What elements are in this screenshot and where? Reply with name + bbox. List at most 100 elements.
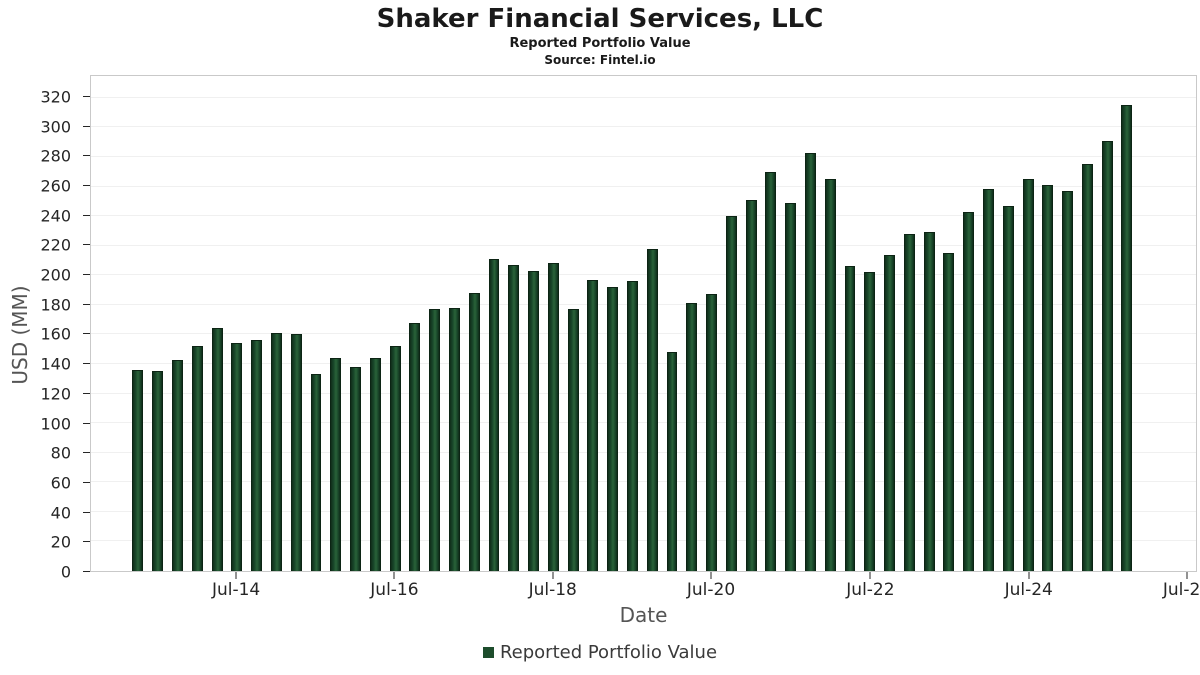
- bar: [290, 334, 302, 571]
- y-tick-label: 80: [50, 443, 71, 463]
- x-tick-labels: Jul-14 Jul-16 Jul-18 Jul-20 Jul-22 Jul-24 Jul-…: [90, 580, 1200, 602]
- y-tick-mark: [83, 303, 90, 305]
- gridline: [91, 96, 1196, 98]
- x-tick-mark: [710, 572, 712, 579]
- x-tick-mark: [393, 572, 395, 579]
- bar: [448, 307, 460, 571]
- bar: [1022, 179, 1034, 571]
- y-tick-mark: [83, 422, 90, 424]
- bar: [646, 248, 658, 571]
- y-tick-mark: [83, 363, 90, 365]
- x-tick-label: Jul-18: [528, 580, 577, 600]
- bar: [172, 359, 183, 571]
- x-tick-mark: [235, 572, 237, 579]
- gridline: [91, 215, 1196, 217]
- y-tick-label: 240: [40, 206, 71, 226]
- bar: [1062, 190, 1074, 571]
- legend: Reported Portfolio Value: [0, 642, 1200, 663]
- y-tick-mark: [83, 392, 90, 394]
- bar: [666, 352, 678, 571]
- y-tick-label: 60: [50, 473, 71, 493]
- bar: [785, 202, 797, 571]
- y-tick-label: 200: [40, 265, 71, 285]
- gridline: [91, 303, 1196, 305]
- bar: [765, 171, 777, 571]
- bar: [389, 346, 401, 571]
- y-tick-label: 160: [40, 324, 71, 344]
- bar: [310, 374, 322, 571]
- bar: [547, 263, 559, 571]
- x-tick-mark: [1186, 572, 1188, 579]
- bar: [270, 332, 282, 571]
- chart-source: Source: Fintel.io: [544, 53, 656, 67]
- y-tick-mark: [83, 155, 90, 157]
- gridline: [91, 422, 1196, 424]
- y-tick-mark: [83, 481, 90, 483]
- chart-title: Shaker Financial Services, LLC: [376, 4, 824, 34]
- bar: [251, 340, 263, 571]
- x-axis-label: Date: [619, 603, 668, 627]
- gridline: [91, 540, 1196, 542]
- gridline: [91, 451, 1196, 453]
- bar: [804, 152, 816, 571]
- y-tick-mark: [83, 214, 90, 216]
- bar: [1121, 105, 1133, 571]
- gridline: [91, 362, 1196, 364]
- bar: [528, 270, 540, 571]
- y-tick-marks: [83, 75, 90, 572]
- legend-label: Reported Portfolio Value: [499, 642, 718, 663]
- bar: [963, 211, 975, 571]
- bar: [231, 343, 243, 571]
- x-tick-mark: [1028, 572, 1030, 579]
- plot-area: [90, 75, 1197, 572]
- bar: [844, 266, 856, 571]
- bar: [488, 258, 500, 571]
- bar: [191, 346, 203, 571]
- x-tick-label: Jul-26: [1162, 580, 1200, 600]
- y-tick-mark: [83, 244, 90, 246]
- bar: [409, 322, 421, 571]
- y-tick-label: 320: [40, 87, 71, 107]
- x-tick-label: Jul-22: [846, 580, 895, 600]
- gridline: [91, 155, 1196, 157]
- gridline: [91, 481, 1196, 483]
- bar: [429, 309, 441, 571]
- bar: [884, 254, 896, 571]
- bar: [1002, 205, 1014, 571]
- y-tick-mark: [83, 571, 90, 572]
- legend-marker-square: [482, 647, 494, 658]
- bar: [864, 272, 876, 571]
- bar: [1101, 140, 1113, 571]
- y-tick-mark: [83, 125, 90, 127]
- bar: [1081, 164, 1093, 571]
- x-tick-label: Jul-14: [211, 580, 261, 600]
- x-tick-mark: [552, 572, 554, 579]
- bar: [350, 366, 361, 571]
- bar: [923, 232, 935, 571]
- bar: [607, 287, 619, 571]
- legend-item: Reported Portfolio Value: [482, 642, 718, 663]
- gridline: [91, 274, 1196, 276]
- bar: [468, 292, 480, 571]
- x-tick-mark: [869, 572, 871, 579]
- y-tick-mark: [83, 333, 90, 335]
- y-tick-label: 220: [40, 235, 71, 255]
- gridline: [91, 510, 1196, 512]
- y-tick-label: 40: [50, 503, 71, 523]
- bar: [369, 358, 381, 571]
- bar: [686, 303, 698, 571]
- bar: [587, 279, 599, 571]
- y-tick-labels: 0 20 40 60 80 100 120 140 160 180 200 220 240 260 280 3…: [0, 75, 83, 581]
- gridline: [91, 244, 1196, 246]
- x-tick-label: Jul-20: [686, 580, 736, 600]
- bar: [1042, 185, 1054, 571]
- y-tick-label: 140: [40, 354, 71, 374]
- y-tick-label: 100: [40, 414, 71, 434]
- bar: [903, 233, 915, 571]
- y-tick-label: 180: [40, 295, 71, 315]
- y-tick-label: 20: [50, 532, 71, 552]
- bar: [330, 358, 342, 571]
- bar: [824, 179, 836, 571]
- y-tick-mark: [83, 184, 90, 186]
